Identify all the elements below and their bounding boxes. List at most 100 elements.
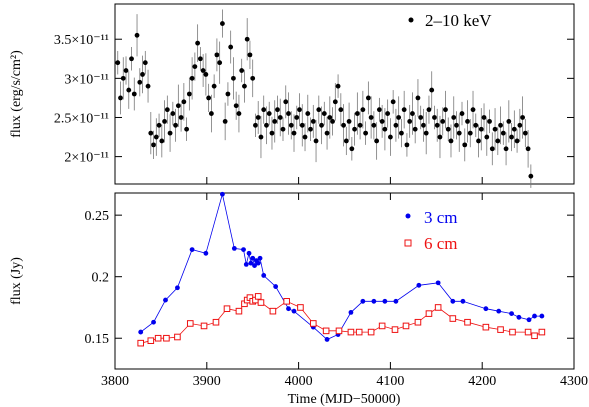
data-point-6cm — [154, 334, 162, 342]
xray-data-point — [175, 103, 181, 109]
data-point-6cm — [174, 333, 181, 341]
xray-data-point — [189, 75, 195, 81]
data-point-6cm — [538, 328, 546, 336]
data-point-6cm — [464, 318, 471, 326]
data-point-6cm — [425, 310, 433, 317]
data-point-3cm — [231, 245, 237, 251]
data-point-3cm — [450, 298, 456, 304]
xray-data-point — [418, 115, 424, 120]
xray-data-point — [120, 75, 126, 81]
x-tick-label: 4100 — [376, 374, 404, 389]
xray-legend-marker — [408, 17, 414, 23]
xray-data-point — [500, 130, 506, 136]
xray-legend-label: 2–10 keV — [425, 11, 492, 30]
xray-data-point — [211, 83, 217, 89]
xray-data-point — [467, 130, 473, 136]
xray-plot-frame — [114, 3, 575, 185]
xray-data-point — [506, 118, 512, 124]
xray-data-point — [153, 134, 159, 140]
xray-data-point — [465, 118, 470, 124]
xray-data-point — [156, 122, 162, 128]
radio-x-ticks: 3800 3900 4000 4100 4200 4300 — [101, 193, 588, 389]
xray-data-point — [142, 60, 148, 66]
xray-data-point — [487, 118, 492, 124]
xray-data-point — [517, 122, 523, 128]
data-point-3cm — [138, 329, 144, 335]
xray-data-point — [203, 72, 209, 77]
data-point-3cm — [189, 247, 195, 253]
xray-data-point — [228, 44, 234, 50]
data-point-6cm — [335, 327, 343, 335]
data-point-6cm — [297, 304, 304, 311]
data-point-6cm — [283, 298, 290, 305]
series-line-6cm — [140, 295, 543, 344]
xray-data-point — [341, 122, 346, 128]
data-point-6cm — [200, 322, 208, 330]
xray-data-point — [264, 122, 269, 128]
series-line-3cm — [140, 194, 542, 340]
xray-data-point — [410, 111, 415, 116]
xray-data-point — [272, 118, 278, 124]
xray-data-point — [393, 122, 399, 128]
xray-data-point — [294, 115, 300, 120]
xray-data-point — [492, 126, 498, 132]
xray-data-point — [123, 68, 129, 73]
radio-data-points — [137, 191, 546, 347]
xray-data-point — [126, 87, 132, 93]
legend-6cm-label: 6 cm — [424, 234, 458, 253]
radio-y-tick-label: 0.15 — [85, 332, 110, 347]
xray-data-point — [522, 130, 528, 136]
data-point-6cm — [322, 327, 330, 335]
xray-data-point — [269, 130, 275, 136]
xray-data-point — [225, 91, 231, 97]
data-point-3cm — [250, 255, 256, 261]
xray-data-point — [178, 115, 184, 120]
xray-data-point — [261, 107, 267, 113]
data-point-3cm — [509, 311, 514, 317]
data-point-6cm — [257, 299, 265, 306]
xray-data-point — [184, 126, 190, 132]
xray-data-point — [478, 126, 484, 132]
xray-data-point — [236, 111, 242, 116]
xray-data-point — [520, 115, 525, 120]
data-point-3cm — [261, 273, 267, 278]
xray-data-point — [137, 79, 143, 85]
radio-y-tick-label: 0.2 — [92, 271, 110, 286]
x-tick-label: 4000 — [285, 374, 313, 389]
xray-panel: 2×10⁻¹¹ 2.5×10⁻¹¹ 3×10⁻¹¹ 3.5×10⁻¹¹ flux (e… — [9, 3, 575, 188]
xray-data-point — [426, 107, 432, 113]
xray-data-point — [310, 118, 316, 124]
data-point-6cm — [186, 320, 194, 327]
xray-data-point — [511, 126, 517, 132]
xray-data-point — [443, 107, 448, 113]
xray-data-point — [415, 95, 421, 101]
data-point-6cm — [449, 315, 457, 322]
xray-data-point — [338, 107, 344, 113]
xray-data-point — [214, 52, 220, 58]
xray-data-point — [134, 32, 140, 38]
xray-data-point — [291, 130, 297, 136]
data-point-3cm — [252, 263, 257, 269]
xray-data-point — [514, 138, 520, 144]
xray-data-point — [255, 115, 261, 120]
xray-data-point — [208, 111, 214, 116]
xray-data-point — [489, 146, 495, 152]
legend-3cm-label: 3 cm — [424, 208, 458, 227]
xray-data-point — [283, 99, 289, 105]
data-point-3cm — [257, 255, 263, 261]
data-point-3cm — [526, 317, 532, 323]
xray-data-point — [242, 83, 247, 89]
data-point-3cm — [371, 298, 377, 304]
xray-data-point — [220, 21, 225, 26]
xray-data-point — [200, 68, 206, 73]
xray-data-point — [297, 107, 302, 113]
xray-data-point — [253, 122, 258, 128]
xray-data-point — [173, 122, 178, 128]
xray-data-point — [244, 36, 250, 42]
xray-data-point — [396, 115, 402, 120]
data-point-6cm — [391, 326, 399, 333]
xray-data-point — [432, 115, 437, 120]
xray-data-point — [247, 52, 253, 58]
xray-data-point — [327, 115, 333, 120]
